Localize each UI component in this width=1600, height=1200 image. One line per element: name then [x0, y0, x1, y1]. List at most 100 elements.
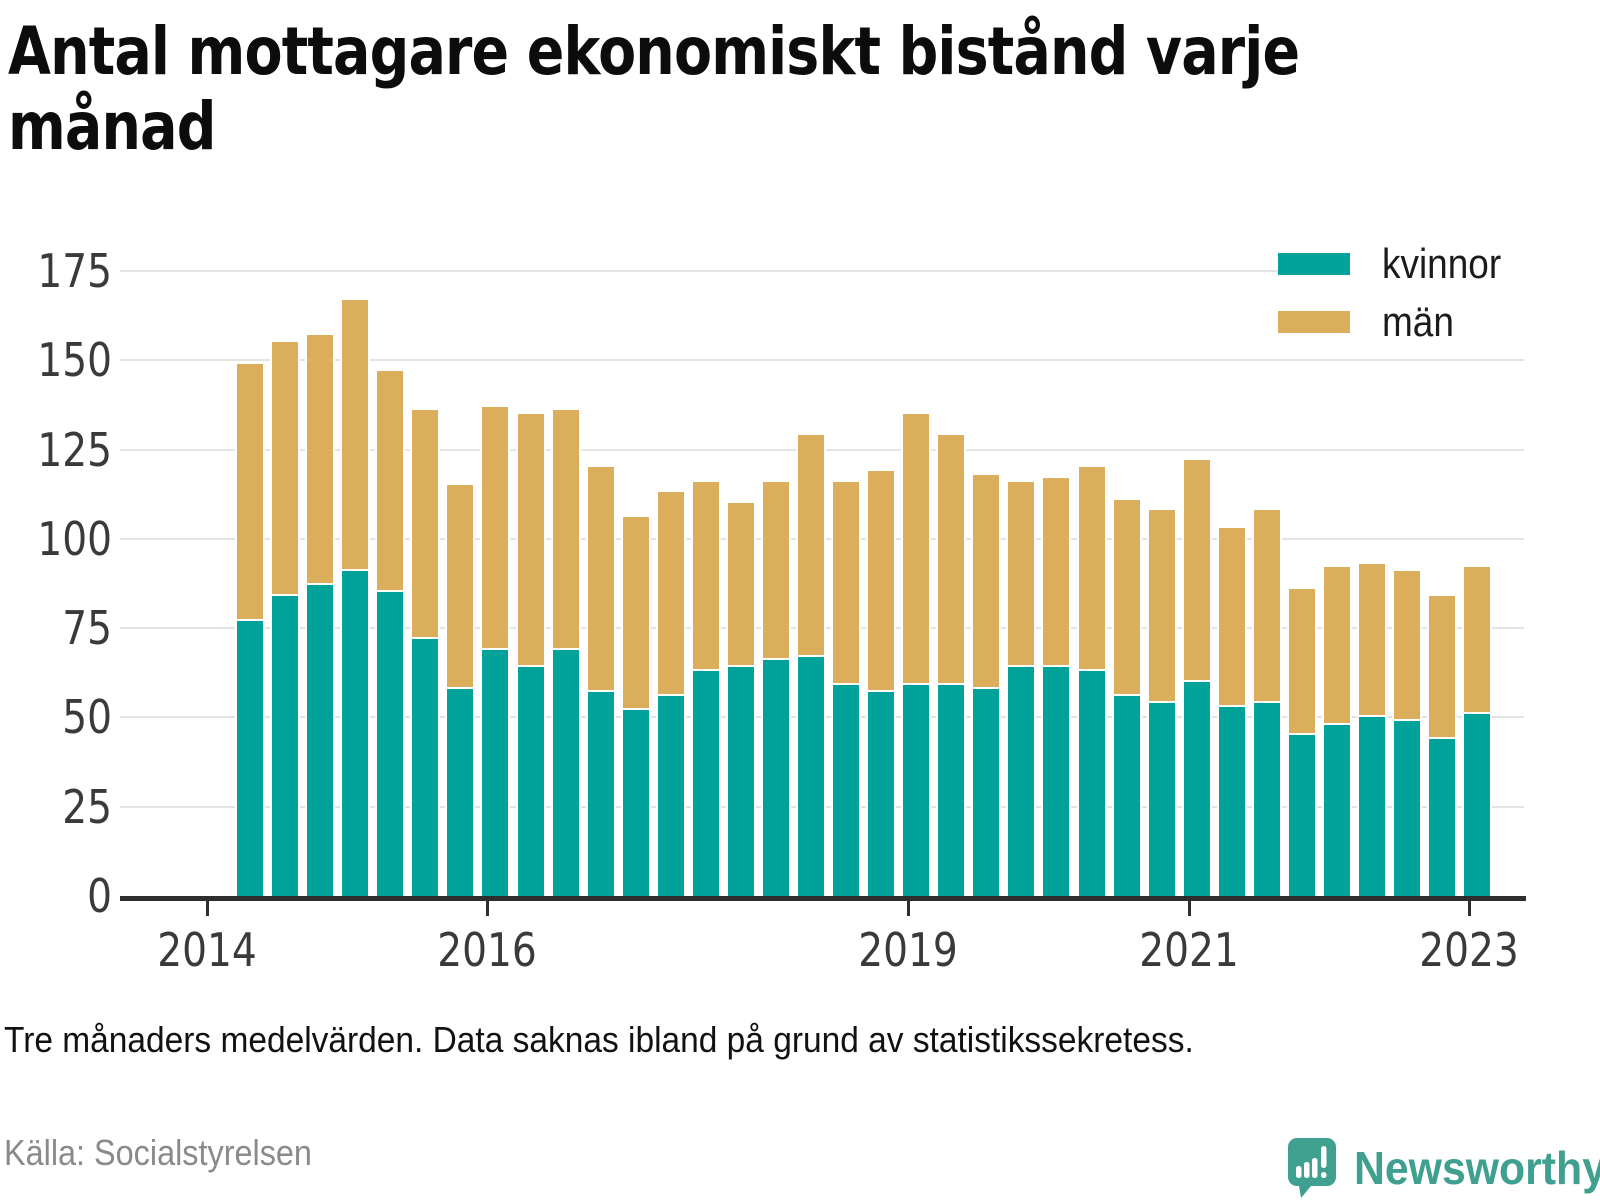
legend-swatch-kvinnor [1278, 253, 1350, 275]
bar-segment-kvinnor [1462, 711, 1493, 898]
bar-segment-kvinnor [760, 658, 791, 898]
legend-label-kvinnor: kvinnor [1382, 240, 1502, 287]
x-axis-label-2016: 2016 [437, 923, 538, 977]
bar-segment-man [655, 490, 686, 696]
y-axis-label-175: 175 [37, 244, 112, 298]
bar-segment-kvinnor [1392, 719, 1423, 898]
x-axis-tick-2023 [1468, 901, 1472, 916]
bar-segment-kvinnor [655, 694, 686, 898]
bar-segment-man [585, 465, 616, 693]
bar-segment-kvinnor [1111, 694, 1142, 898]
x-axis-label-2023: 2023 [1419, 923, 1519, 977]
bar-segment-kvinnor [690, 669, 721, 898]
y-axis-label-50: 50 [62, 690, 112, 745]
bar-segment-man [796, 433, 827, 657]
bar-segment-man [480, 404, 511, 650]
x-axis-tick-2021 [1187, 901, 1191, 916]
bar-segment-kvinnor [936, 683, 967, 898]
bar-segment-man [1286, 586, 1317, 736]
bar-segment-man [515, 411, 546, 668]
bar-segment-man [1076, 465, 1107, 671]
x-axis-line [120, 896, 1526, 901]
bar-segment-man [1427, 594, 1458, 739]
bar-segment-kvinnor [620, 708, 651, 898]
bar-segment-kvinnor [445, 686, 476, 898]
bar-segment-man [1146, 508, 1177, 704]
y-axis-label-25: 25 [62, 779, 112, 834]
bar-segment-kvinnor [585, 690, 616, 898]
bar-segment-man [445, 483, 476, 689]
bar-segment-kvinnor [1181, 679, 1212, 898]
legend-item-kvinnor: kvinnor [1278, 240, 1532, 287]
bar-segment-kvinnor [866, 690, 897, 898]
bar-segment-kvinnor [1076, 669, 1107, 898]
legend: kvinnor män [1278, 240, 1532, 357]
bar-segment-kvinnor [1427, 736, 1458, 898]
legend-swatch-man [1278, 311, 1350, 333]
y-axis-label-0: 0 [87, 869, 112, 923]
newsworthy-wordmark: Newsworthy [1354, 1142, 1600, 1194]
bar-segment-man [1181, 458, 1212, 682]
bar-segment-man [901, 411, 932, 686]
bar-segment-kvinnor [1286, 733, 1317, 898]
bar-segment-man [620, 515, 651, 711]
bar-segment-man [831, 479, 862, 686]
bar-segment-kvinnor [1321, 722, 1352, 898]
x-axis-tick-2014 [206, 901, 209, 916]
bar-segment-kvinnor [550, 647, 581, 898]
x-axis-label-2021: 2021 [1138, 923, 1239, 977]
bar-segment-kvinnor [796, 654, 827, 898]
bar-segment-man [1356, 561, 1387, 718]
newsworthy-branding: Newsworthy [1288, 1138, 1600, 1198]
bar-segment-man [1462, 565, 1493, 714]
bar-segment-kvinnor [831, 683, 862, 898]
bar-segment-kvinnor [1041, 665, 1072, 898]
bar-segment-man [1041, 476, 1072, 668]
bar-segment-kvinnor [270, 594, 301, 898]
bar-segment-kvinnor [1006, 665, 1037, 898]
source-text: Källa: Socialstyrelsen [4, 1132, 312, 1173]
bar-segment-kvinnor [1251, 701, 1282, 898]
bar-segment-kvinnor [235, 619, 266, 898]
bar-segment-man [936, 433, 967, 686]
chart-footnote: Tre månaders medelvärden. Data saknas ib… [4, 1019, 1194, 1060]
newsworthy-speech-bubble-chart-icon [1288, 1138, 1336, 1198]
bar-segment-man [1006, 479, 1037, 668]
bar-segment-man [971, 472, 1002, 689]
bar-segment-man [760, 479, 791, 661]
bar-segment-man [235, 361, 266, 622]
bar-segment-kvinnor [901, 683, 932, 898]
bar-segment-man [375, 368, 406, 593]
y-axis-label-100: 100 [37, 511, 112, 566]
bar-segment-kvinnor [515, 665, 546, 898]
bar-segment-man [410, 408, 441, 639]
bar-segment-man [1392, 569, 1423, 721]
y-axis-label-150: 150 [37, 333, 112, 388]
x-axis-label-2014: 2014 [157, 923, 257, 977]
bar-segment-kvinnor [1356, 715, 1387, 898]
bar-segment-man [866, 468, 897, 693]
bar-segment-man [1251, 508, 1282, 704]
gridline-y-150 [120, 359, 1524, 362]
y-axis-label-75: 75 [62, 601, 112, 656]
bar-segment-man [725, 501, 756, 668]
bar-segment-kvinnor [305, 583, 336, 898]
x-axis-label-2019: 2019 [858, 923, 958, 977]
gridline-y-175 [120, 270, 1524, 272]
bar-segment-man [1321, 565, 1352, 725]
bar-segment-man [340, 297, 371, 571]
bar-segment-man [1111, 497, 1142, 696]
bar-segment-kvinnor [971, 686, 1002, 898]
bar-segment-kvinnor [340, 569, 371, 898]
bar-segment-kvinnor [1216, 704, 1247, 898]
bar-segment-kvinnor [1146, 701, 1177, 898]
legend-item-man: män [1278, 298, 1532, 345]
bar-segment-man [270, 340, 301, 596]
bar-segment-kvinnor [480, 647, 511, 898]
bar-segment-kvinnor [410, 636, 441, 898]
bar-segment-man [305, 333, 336, 586]
bar-segment-man [1216, 526, 1247, 707]
y-axis-label-125: 125 [37, 422, 112, 477]
x-axis-tick-2016 [486, 901, 490, 916]
